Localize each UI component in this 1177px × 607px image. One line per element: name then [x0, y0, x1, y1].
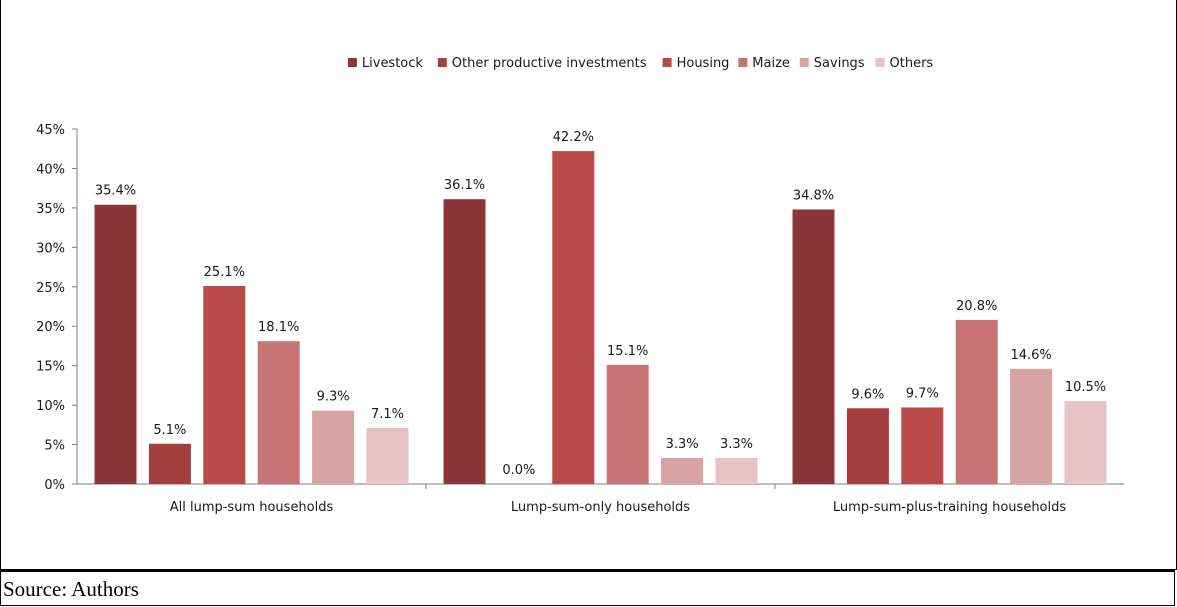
legend-swatch-other-productive-investments	[437, 58, 447, 67]
data-label: 0.0%	[502, 463, 535, 478]
y-tick-label: 35%	[36, 202, 65, 217]
legend-label-housing: Housing	[677, 56, 730, 71]
data-label: 15.1%	[607, 344, 648, 359]
data-label: 25.1%	[204, 265, 245, 280]
y-tick-label: 25%	[36, 281, 65, 296]
data-label: 35.4%	[95, 184, 136, 199]
bar-maize	[955, 319, 998, 484]
legend-swatch-savings	[799, 58, 809, 67]
data-label: 9.6%	[851, 387, 884, 402]
bar-maize	[606, 364, 649, 484]
y-tick-label: 30%	[36, 241, 65, 256]
x-category-label: Lump-sum-plus-training households	[833, 500, 1067, 515]
bar-savings	[312, 410, 355, 484]
data-label: 20.8%	[956, 299, 997, 314]
bar-chart: 0% 5% 10% 15% 20% 25% 30% 35% 40% 45% 35.4% 5.1% 25.…	[36, 56, 1124, 515]
legend-label-maize: Maize	[752, 56, 790, 71]
y-tick-label: 40%	[36, 162, 65, 177]
y-tick-label: 45%	[36, 123, 65, 138]
data-label: 36.1%	[444, 178, 485, 193]
x-category-label: Lump-sum-only households	[511, 500, 690, 515]
legend-label-savings: Savings	[814, 56, 865, 71]
y-tick-label: 10%	[36, 399, 65, 414]
bar-livestock	[792, 209, 835, 484]
legend-label-livestock: Livestock	[362, 56, 424, 71]
legend-label-other-productive-investments: Other productive investments	[452, 56, 647, 71]
y-tick-label: 0%	[44, 478, 65, 493]
bar-savings	[1010, 368, 1053, 484]
bar-maize	[257, 341, 300, 484]
source-note: Source: Authors	[3, 577, 139, 601]
data-label: 14.6%	[1010, 348, 1051, 363]
data-label: 5.1%	[153, 423, 186, 438]
data-label: 3.3%	[720, 437, 753, 452]
data-label: 18.1%	[258, 320, 299, 335]
bar-others	[1064, 401, 1107, 484]
bar-livestock	[94, 204, 137, 484]
bar-others	[366, 427, 409, 484]
data-label: 9.7%	[906, 386, 939, 401]
bar-housing	[203, 285, 246, 484]
bar-livestock	[443, 199, 486, 484]
bar-other-productive-investments	[846, 408, 889, 484]
bar-savings	[661, 457, 704, 484]
data-label: 9.3%	[317, 390, 350, 405]
bar-housing	[901, 407, 944, 484]
data-label: 42.2%	[553, 130, 594, 145]
y-tick-label: 5%	[44, 439, 65, 454]
legend-swatch-maize	[738, 58, 748, 67]
data-label: 7.1%	[371, 407, 404, 422]
y-tick-label: 20%	[36, 320, 65, 335]
legend-label-others: Others	[890, 56, 934, 71]
legend-swatch-others	[875, 58, 885, 67]
bar-other-productive-investments	[148, 443, 191, 484]
data-label: 34.8%	[793, 188, 834, 203]
source-box: Source: Authors	[0, 570, 1175, 606]
legend-swatch-housing	[662, 58, 672, 67]
data-label: 10.5%	[1065, 380, 1106, 395]
bar-others	[715, 457, 758, 484]
legend-swatch-livestock	[347, 58, 357, 67]
x-category-label: All lump-sum households	[170, 500, 334, 515]
y-tick-label: 15%	[36, 360, 65, 375]
bar-housing	[552, 151, 595, 485]
data-label: 3.3%	[666, 437, 699, 452]
